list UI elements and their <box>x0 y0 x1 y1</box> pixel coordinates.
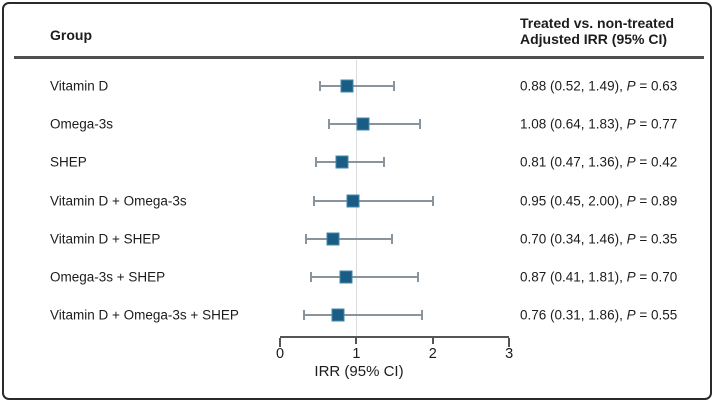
group-column-header: Group <box>50 27 92 43</box>
ci-cap-left <box>327 119 330 130</box>
row-label: Vitamin D + Omega-3s + SHEP <box>50 307 239 323</box>
irr-marker <box>331 308 345 322</box>
row-value: 0.81 (0.47, 1.36), P = 0.42 <box>520 154 678 170</box>
x-axis-tick <box>431 338 434 344</box>
ci-cap-left <box>314 157 317 168</box>
x-axis-tick-label: 3 <box>505 346 514 362</box>
ci-cap-right <box>390 233 393 244</box>
row-label: Vitamin D + Omega-3s <box>50 193 187 209</box>
ci-cap-left <box>310 272 313 282</box>
ci-cap-right <box>417 272 420 282</box>
x-axis-line <box>280 336 510 338</box>
irr-marker <box>326 232 340 246</box>
row-label: Vitamin D <box>50 78 109 94</box>
p-symbol: P <box>626 116 636 132</box>
row-label: Omega-3s <box>50 116 114 132</box>
row-value: 0.70 (0.34, 1.46), P = 0.35 <box>520 231 678 247</box>
irr-marker <box>356 117 369 131</box>
x-axis-label: IRR (95% CI) <box>314 363 404 380</box>
ci-cap-left <box>304 233 307 244</box>
row-label: Omega-3s + SHEP <box>50 269 166 285</box>
row-value: 1.08 (0.64, 1.83), P = 0.77 <box>520 116 678 132</box>
irr-marker <box>340 79 354 93</box>
p-symbol: P <box>626 193 636 209</box>
row-label: SHEP <box>50 154 87 170</box>
x-axis-tick <box>355 338 358 344</box>
row-value: 0.87 (0.41, 1.81), P = 0.70 <box>520 269 678 285</box>
ci-whisker <box>328 123 420 126</box>
ci-cap-right <box>392 81 395 91</box>
row-value: 0.76 (0.31, 1.86), P = 0.55 <box>520 307 678 323</box>
p-symbol: P <box>626 307 636 323</box>
x-axis-tick <box>279 338 281 347</box>
p-symbol: P <box>626 269 636 285</box>
ci-cap-right <box>382 157 385 168</box>
x-axis-tick-label: 0 <box>275 346 285 362</box>
row-value: 0.95 (0.45, 2.00), P = 0.89 <box>520 193 678 209</box>
ci-whisker <box>315 161 384 164</box>
irr-marker <box>335 155 349 169</box>
header-separator <box>14 56 704 59</box>
ci-whisker <box>314 199 433 202</box>
row-value: 0.88 (0.52, 1.49), P = 0.63 <box>520 78 678 94</box>
ci-cap-right <box>431 195 434 206</box>
p-symbol: P <box>626 231 636 247</box>
row-label: Vitamin D + SHEP <box>50 231 161 247</box>
ci-cap-right <box>418 119 421 130</box>
effect-column-header: Treated vs. non-treated Adjusted IRR (95… <box>520 15 675 47</box>
x-axis-tick-label: 1 <box>352 346 361 362</box>
ci-cap-right <box>421 310 424 321</box>
ci-cap-left <box>313 195 316 206</box>
ci-whisker <box>311 276 419 278</box>
ci-cap-left <box>302 310 305 321</box>
x-axis-tick-label: 2 <box>428 346 437 362</box>
irr-marker <box>346 194 360 208</box>
effect-column-header-line1: Treated vs. non-treated <box>520 15 675 31</box>
ci-whisker <box>305 237 392 240</box>
ci-whisker <box>303 314 423 317</box>
p-symbol: P <box>626 154 636 170</box>
ci-whisker <box>319 85 394 87</box>
effect-column-header-line2: Adjusted IRR (95% CI) <box>520 30 668 47</box>
irr-marker <box>339 270 353 284</box>
ci-cap-left <box>318 81 321 91</box>
x-axis-tick <box>508 338 511 347</box>
p-symbol: P <box>626 78 636 94</box>
